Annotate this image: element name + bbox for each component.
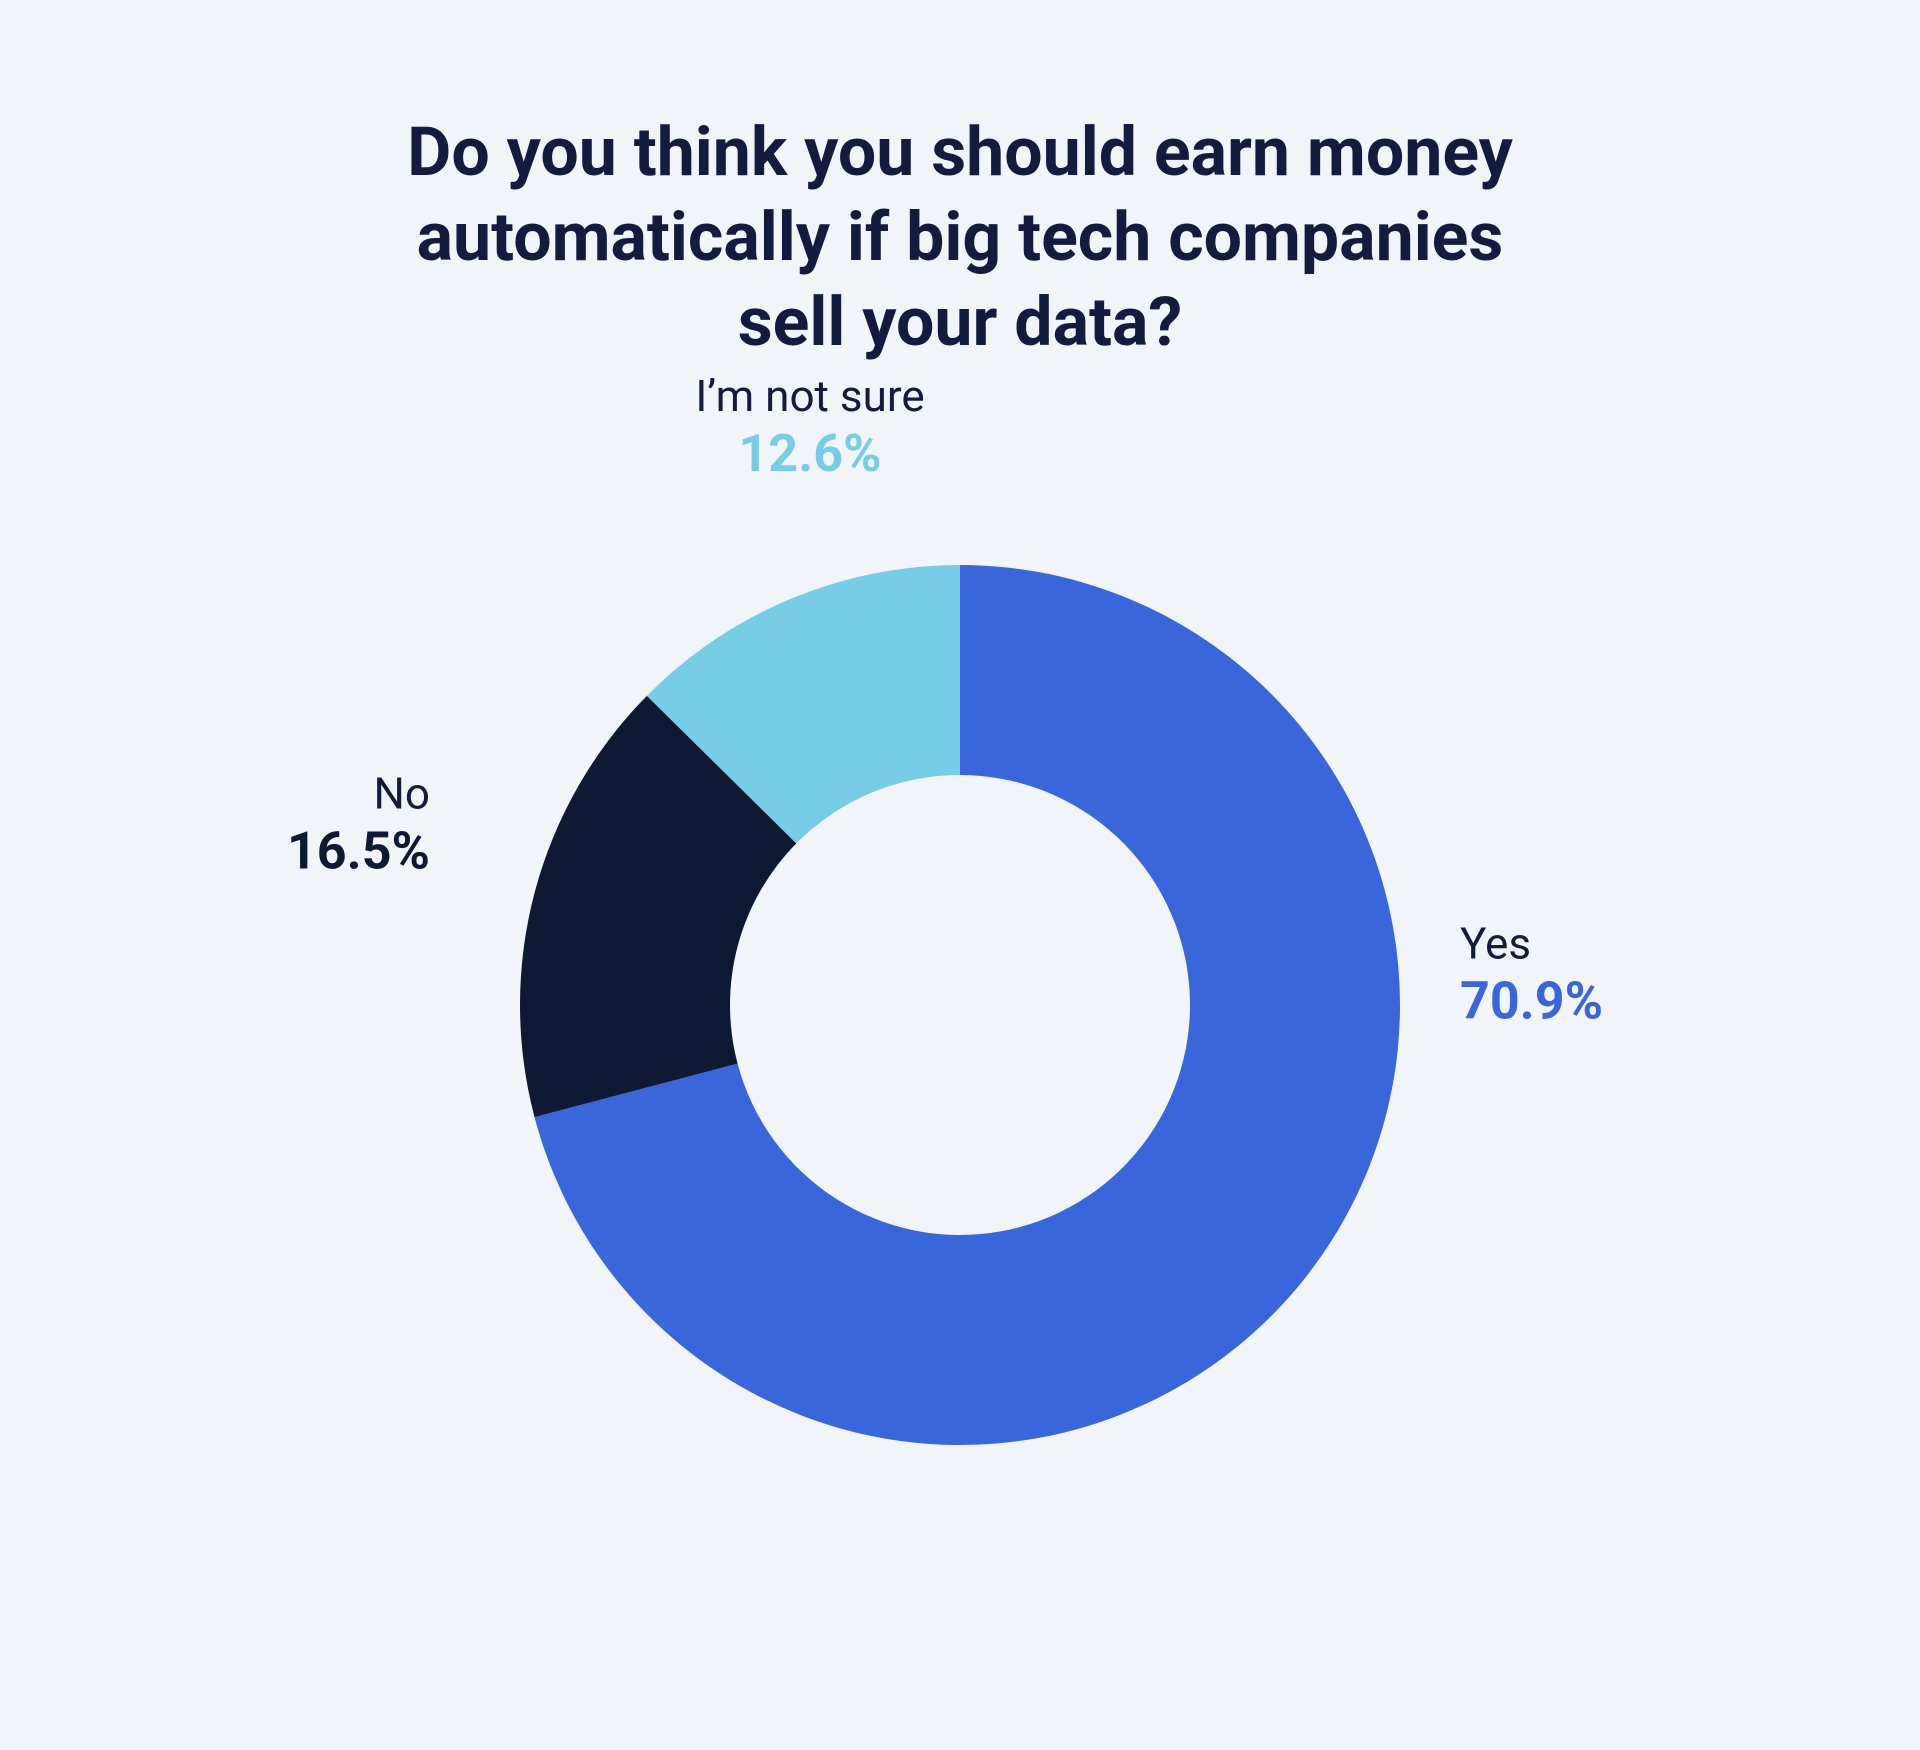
segment-value: 12.6% — [695, 423, 924, 485]
segment-name: I’m not sure — [695, 370, 924, 423]
segment-name: Yes — [1460, 917, 1603, 970]
segment-label-i-m-not-sure: I’m not sure12.6% — [695, 370, 924, 485]
segment-value: 16.5% — [287, 820, 430, 882]
donut-svg — [460, 505, 1460, 1505]
chart-title: Do you think you should earn money autom… — [407, 110, 1513, 365]
segment-value: 70.9% — [1460, 970, 1603, 1032]
segment-name: No — [287, 767, 430, 820]
segment-label-no: No16.5% — [287, 767, 430, 882]
donut-chart: Yes70.9%No16.5%I’m not sure12.6% — [460, 505, 1460, 1505]
segment-label-yes: Yes70.9% — [1460, 917, 1603, 1032]
